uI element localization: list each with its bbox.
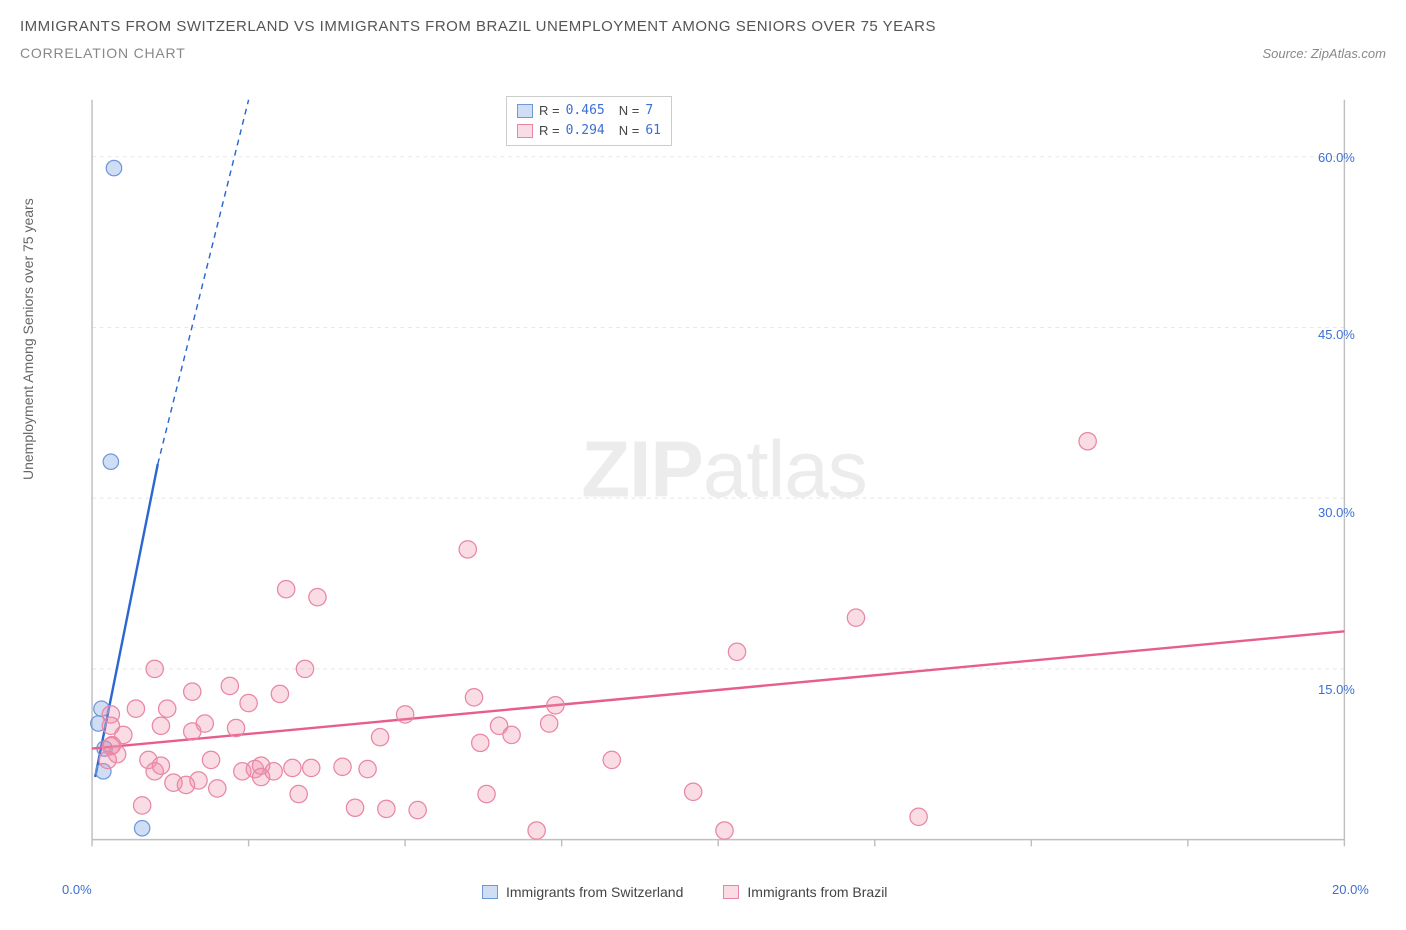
legend-r-label: R =: [539, 101, 560, 121]
legend-swatch: [482, 885, 498, 899]
y-axis-label: Unemployment Among Seniors over 75 years: [20, 198, 36, 480]
source-attribution: Source: ZipAtlas.com: [1262, 46, 1386, 61]
series-legend-item: Immigrants from Brazil: [723, 884, 887, 900]
legend-n-value: 61: [645, 121, 661, 141]
scatter-plot: [62, 94, 1386, 882]
axis-tick-label: 30.0%: [1318, 505, 1355, 520]
source-prefix: Source:: [1262, 46, 1310, 61]
subtitle-row: CORRELATION CHART Source: ZipAtlas.com: [20, 45, 1386, 61]
axis-tick-label: 0.0%: [62, 882, 92, 897]
chart-subtitle: CORRELATION CHART: [20, 45, 186, 61]
axis-tick-label: 45.0%: [1318, 327, 1355, 342]
legend-row: R = 0.294 N = 61: [517, 121, 661, 141]
legend-r-value: 0.465: [566, 101, 605, 121]
legend-r-label: R =: [539, 121, 560, 141]
legend-n-value: 7: [645, 101, 653, 121]
chart-area: ZIPatlas R = 0.465 N = 7 R = 0.294 N = 6…: [62, 94, 1386, 882]
axis-tick-label: 20.0%: [1332, 882, 1369, 897]
legend-swatch: [517, 124, 533, 138]
axis-tick-label: 15.0%: [1318, 682, 1355, 697]
series-legend: Immigrants from Switzerland Immigrants fr…: [482, 884, 887, 900]
legend-n-label: N =: [619, 101, 640, 121]
legend-n-label: N =: [619, 121, 640, 141]
axis-tick-label: 60.0%: [1318, 150, 1355, 165]
chart-title: IMMIGRANTS FROM SWITZERLAND VS IMMIGRANT…: [20, 18, 1386, 35]
series-legend-label: Immigrants from Switzerland: [506, 884, 683, 900]
series-legend-item: Immigrants from Switzerland: [482, 884, 683, 900]
chart-header: IMMIGRANTS FROM SWITZERLAND VS IMMIGRANT…: [0, 0, 1406, 69]
legend-swatch: [517, 104, 533, 118]
legend-swatch: [723, 885, 739, 899]
legend-r-value: 0.294: [566, 121, 605, 141]
series-legend-label: Immigrants from Brazil: [747, 884, 887, 900]
correlation-legend: R = 0.465 N = 7 R = 0.294 N = 61: [506, 96, 672, 146]
source-name: ZipAtlas.com: [1311, 46, 1386, 61]
legend-row: R = 0.465 N = 7: [517, 101, 661, 121]
